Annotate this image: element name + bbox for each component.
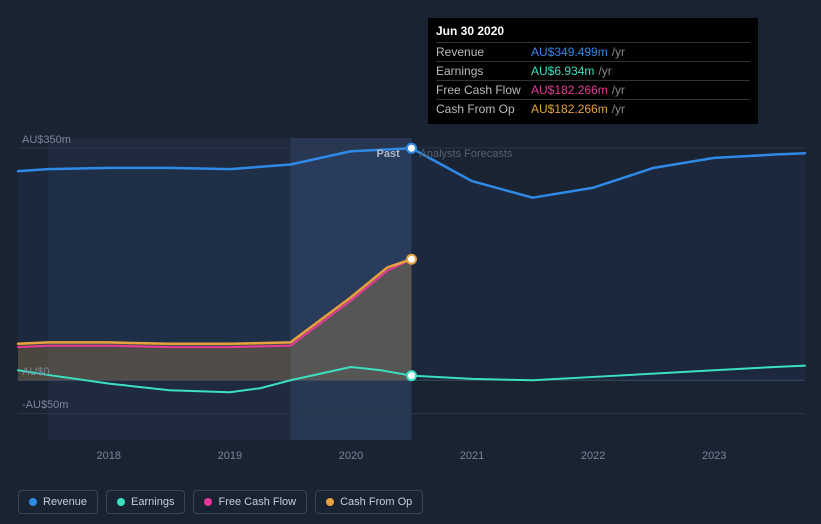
- forecast-label: Analysts Forecasts: [420, 148, 513, 160]
- tooltip-metric-label: Cash From Op: [436, 102, 531, 116]
- past-label: Past: [377, 148, 400, 160]
- legend-item-cfo[interactable]: Cash From Op: [315, 490, 423, 514]
- tooltip-metric-label: Revenue: [436, 45, 531, 59]
- x-tick-label: 2022: [581, 450, 605, 462]
- legend-label: Earnings: [131, 496, 174, 508]
- x-tick-label: 2023: [702, 450, 726, 462]
- x-tick-label: 2021: [460, 450, 484, 462]
- y-tick-label: -AU$50m: [22, 399, 68, 411]
- tooltip-row: EarningsAU$6.934m/yr: [436, 61, 750, 80]
- x-tick-label: 2020: [339, 450, 363, 462]
- tooltip-metric-label: Free Cash Flow: [436, 83, 531, 97]
- tooltip-metric-unit: /yr: [612, 45, 625, 59]
- tooltip-metric-value: AU$6.934m: [531, 64, 594, 78]
- tooltip-title: Jun 30 2020: [436, 24, 750, 42]
- tooltip-row: Free Cash FlowAU$182.266m/yr: [436, 80, 750, 99]
- legend-label: Cash From Op: [340, 496, 412, 508]
- tooltip-metric-unit: /yr: [612, 83, 625, 97]
- tooltip-row: Cash From OpAU$182.266m/yr: [436, 99, 750, 118]
- legend-label: Revenue: [43, 496, 87, 508]
- tooltip-metric-value: AU$182.266m: [531, 102, 608, 116]
- y-tick-label: AU$350m: [22, 134, 71, 146]
- legend-item-revenue[interactable]: Revenue: [18, 490, 98, 514]
- y-tick-label: AU$0: [22, 366, 50, 378]
- hover-tooltip: Jun 30 2020 RevenueAU$349.499m/yrEarning…: [428, 18, 758, 124]
- x-tick-label: 2019: [218, 450, 242, 462]
- tooltip-metric-unit: /yr: [612, 102, 625, 116]
- tooltip-metric-value: AU$182.266m: [531, 83, 608, 97]
- tooltip-metric-value: AU$349.499m: [531, 45, 608, 59]
- financials-chart: AU$350m AU$0 -AU$50m 2018 2019 2020 2021 2022 2…: [0, 0, 821, 524]
- legend: Revenue Earnings Free Cash Flow Cash From O…: [18, 490, 423, 514]
- legend-label: Free Cash Flow: [218, 496, 296, 508]
- legend-dot-icon: [204, 498, 212, 506]
- x-tick-label: 2018: [97, 450, 121, 462]
- tooltip-metric-label: Earnings: [436, 64, 531, 78]
- legend-item-earnings[interactable]: Earnings: [106, 490, 185, 514]
- legend-item-fcf[interactable]: Free Cash Flow: [193, 490, 307, 514]
- legend-dot-icon: [117, 498, 125, 506]
- tooltip-row: RevenueAU$349.499m/yr: [436, 42, 750, 61]
- legend-dot-icon: [29, 498, 37, 506]
- legend-dot-icon: [326, 498, 334, 506]
- tooltip-metric-unit: /yr: [598, 64, 611, 78]
